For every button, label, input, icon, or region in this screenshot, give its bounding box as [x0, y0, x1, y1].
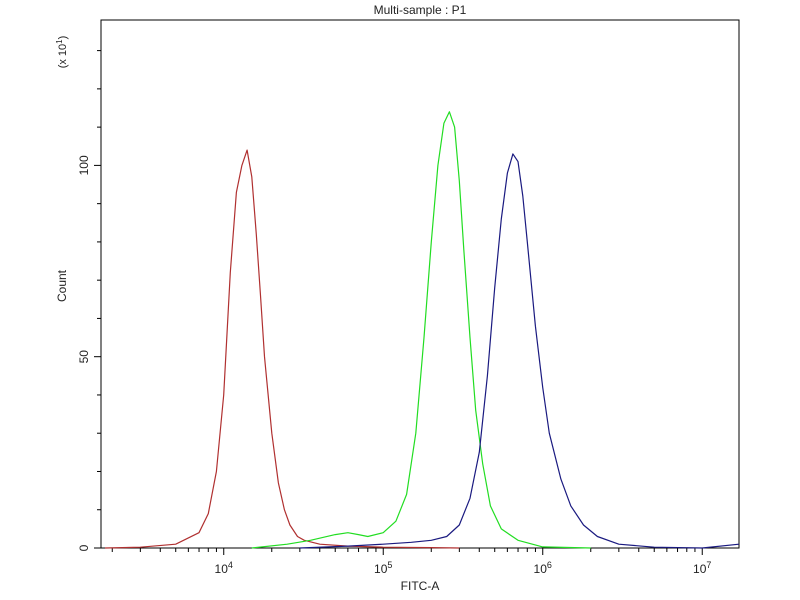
y-tick-label: 100	[77, 155, 91, 175]
x-tick-label: 106	[534, 560, 552, 576]
y-multiplier-label: (x 101)	[55, 36, 70, 69]
x-tick-label: 105	[374, 560, 392, 576]
x-tick-label: 107	[693, 560, 711, 576]
x-axis-label: FITC-A	[401, 579, 440, 593]
histogram-series-1	[104, 149, 460, 549]
histogram-series-2	[251, 111, 591, 549]
histogram-series-3	[299, 153, 740, 549]
y-tick-label: 0	[77, 544, 91, 551]
x-tick-label: 104	[215, 560, 233, 576]
y-axis-label: Count	[55, 269, 69, 302]
plot-frame	[100, 19, 740, 549]
chart-title: Multi-sample : P1	[374, 3, 467, 17]
y-tick-label: 50	[77, 350, 91, 364]
